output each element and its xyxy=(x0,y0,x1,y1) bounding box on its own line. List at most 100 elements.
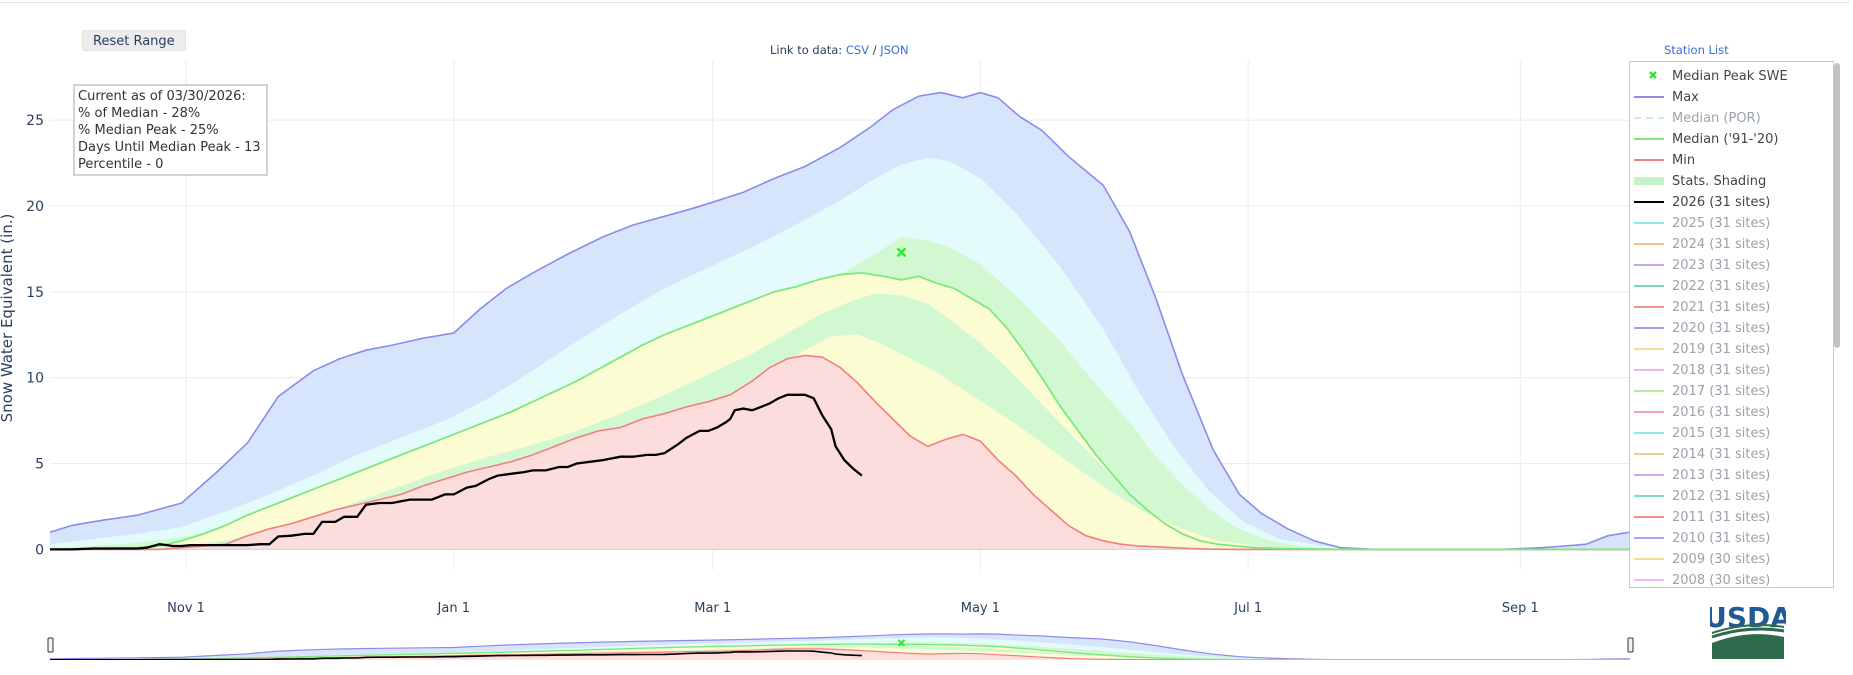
info-line-3: % Median Peak - 25% xyxy=(78,123,219,138)
legend-swatch xyxy=(1634,537,1664,539)
legend-item[interactable]: 2020 (31 sites) xyxy=(1630,318,1833,339)
legend-item[interactable]: 2023 (31 sites) xyxy=(1630,255,1833,276)
legend-item[interactable]: 2017 (31 sites) xyxy=(1630,381,1833,402)
legend-marker xyxy=(1649,71,1657,79)
legend-item[interactable]: 2019 (31 sites) xyxy=(1630,339,1833,360)
legend-item[interactable]: 2018 (31 sites) xyxy=(1630,360,1833,381)
legend-swatch xyxy=(1634,243,1664,245)
legend-item[interactable]: 2016 (31 sites) xyxy=(1630,402,1833,423)
legend-item[interactable]: 2012 (31 sites) xyxy=(1630,486,1833,507)
x-tick-label: Jul 1 xyxy=(1233,601,1262,616)
legend-label: 2012 (31 sites) xyxy=(1672,489,1771,504)
legend-swatch xyxy=(1634,453,1664,455)
legend-item[interactable]: Median (POR) xyxy=(1630,108,1833,129)
usda-logo: USDA xyxy=(1710,603,1786,659)
data-links-separator: / xyxy=(872,43,877,57)
legend-swatch xyxy=(1634,159,1664,161)
json-link[interactable]: JSON xyxy=(880,43,909,57)
band-max-p90 xyxy=(50,92,1630,550)
legend-item[interactable]: 2008 (30 sites) xyxy=(1630,570,1833,587)
legend-label: Median ('91-'20) xyxy=(1672,132,1779,147)
mini-band-max-p90 xyxy=(50,633,1630,660)
legend-list: Median Peak SWE Max Median (POR) Median ('9… xyxy=(1630,62,1833,587)
legend-item[interactable]: 2013 (31 sites) xyxy=(1630,465,1833,486)
median-peak-marker xyxy=(896,247,907,258)
stats-shading xyxy=(50,92,1630,550)
legend-label: 2019 (31 sites) xyxy=(1672,342,1771,357)
usda-logo-field xyxy=(1712,634,1784,659)
legend-label: 2009 (30 sites) xyxy=(1672,552,1771,567)
series-lines xyxy=(50,91,1630,551)
reset-range-button[interactable]: Reset Range xyxy=(82,30,186,51)
median-line xyxy=(50,271,1630,551)
data-links: Link to data: CSV / JSON xyxy=(770,43,909,57)
legend-item[interactable]: Median ('91-'20) xyxy=(1630,129,1833,150)
legend-item[interactable]: 2014 (31 sites) xyxy=(1630,444,1833,465)
legend-label: 2011 (31 sites) xyxy=(1672,510,1771,525)
legend-item[interactable]: Max xyxy=(1630,87,1833,108)
legend-swatch xyxy=(1634,369,1664,371)
legend-item[interactable]: 2026 (31 sites) xyxy=(1630,192,1833,213)
legend-scrollbar[interactable] xyxy=(1834,63,1840,348)
legend-swatch xyxy=(1634,177,1664,185)
legend-swatch xyxy=(1634,264,1664,266)
legend-label: Stats. Shading xyxy=(1672,174,1767,189)
max-line xyxy=(50,91,1630,551)
legend-swatch xyxy=(1634,96,1664,98)
legend-label: 2020 (31 sites) xyxy=(1672,321,1771,336)
legend-label: Max xyxy=(1672,90,1699,105)
legend-item[interactable]: 2010 (31 sites) xyxy=(1630,528,1833,549)
legend-item[interactable]: Min xyxy=(1630,150,1833,171)
top-border xyxy=(0,0,1849,3)
legend-label: 2018 (31 sites) xyxy=(1672,363,1771,378)
station-list-link[interactable]: Station List xyxy=(1664,43,1729,57)
mini-current-year-line xyxy=(50,650,862,660)
legend-item[interactable]: 2024 (31 sites) xyxy=(1630,234,1833,255)
mini-median-peak-marker xyxy=(897,639,906,647)
csv-link[interactable]: CSV xyxy=(845,43,870,57)
y-tick-label: 5 xyxy=(35,457,44,473)
legend-label: 2025 (31 sites) xyxy=(1672,216,1771,231)
legend-item[interactable]: Stats. Shading xyxy=(1630,171,1833,192)
data-links-prefix: Link to data: xyxy=(770,43,843,57)
legend-label: Median (POR) xyxy=(1672,111,1761,126)
y-axis-ticks: 0 5 10 15 20 25 xyxy=(26,113,44,558)
info-line-4: Days Until Median Peak - 13 xyxy=(78,140,261,155)
mini-median-line xyxy=(50,643,1630,660)
mini-band-p90-p70 xyxy=(50,637,1630,660)
x-tick-label: Nov 1 xyxy=(167,601,205,616)
legend-label: 2024 (31 sites) xyxy=(1672,237,1771,252)
range-slider-handles[interactable] xyxy=(47,637,1634,653)
range-handle-left xyxy=(47,637,54,653)
x-tick-label: May 1 xyxy=(961,601,1000,616)
legend-item[interactable]: 2015 (31 sites) xyxy=(1630,423,1833,444)
legend-swatch xyxy=(1634,201,1664,203)
legend-label: 2013 (31 sites) xyxy=(1672,468,1771,483)
range-slider[interactable] xyxy=(50,633,1630,660)
legend-swatch xyxy=(1634,138,1664,140)
legend-swatch xyxy=(1634,285,1664,287)
legend-swatch xyxy=(1634,222,1664,224)
legend-swatch xyxy=(1634,117,1664,119)
legend-label: 2026 (31 sites) xyxy=(1672,195,1771,210)
legend-label: 2017 (31 sites) xyxy=(1672,384,1771,399)
legend-label: 2015 (31 sites) xyxy=(1672,426,1771,441)
y-tick-label: 20 xyxy=(26,199,44,215)
legend-swatch xyxy=(1634,474,1664,476)
current-year-line xyxy=(50,393,863,551)
legend-item[interactable]: Median Peak SWE xyxy=(1630,66,1833,87)
legend-swatch xyxy=(1634,327,1664,329)
y-axis-title: Snow Water Equivalent (in.) xyxy=(0,214,16,423)
legend-swatch xyxy=(1649,71,1657,79)
legend-item[interactable]: 2025 (31 sites) xyxy=(1630,213,1833,234)
legend-item[interactable]: 2011 (31 sites) xyxy=(1630,507,1833,528)
info-line-5: Percentile - 0 xyxy=(78,157,163,172)
x-tick-label: Jan 1 xyxy=(437,601,470,616)
legend-swatch xyxy=(1634,348,1664,350)
min-line xyxy=(50,354,1630,551)
legend-label: 2010 (31 sites) xyxy=(1672,531,1771,546)
legend-item[interactable]: 2022 (31 sites) xyxy=(1630,276,1833,297)
legend-item[interactable]: 2009 (30 sites) xyxy=(1630,549,1833,570)
legend-item[interactable]: 2021 (31 sites) xyxy=(1630,297,1833,318)
